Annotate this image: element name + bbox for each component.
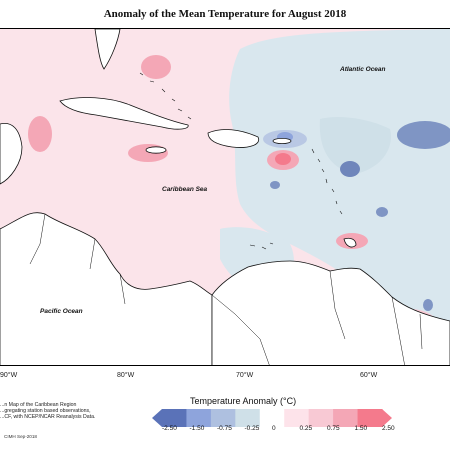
yucatan-peninsula	[0, 122, 23, 185]
map-title: Anomaly of the Mean Temperature for Augu…	[103, 8, 347, 20]
legend-swatch	[308, 409, 334, 427]
legend-swatch	[235, 409, 261, 427]
longitude-label-70w: 70°W	[236, 372, 254, 379]
legend-swatches	[162, 409, 383, 427]
legend-tick-label: 2.50	[382, 425, 395, 432]
legend-tick-label: 0	[272, 425, 276, 432]
lesser-antilles	[311, 148, 343, 215]
legend-swatch	[186, 409, 212, 427]
pacific-ocean-label: Pacific Ocean	[40, 308, 83, 315]
legend-arrow-left	[152, 409, 162, 427]
legend-arrow-right	[382, 409, 392, 427]
map-canvas: Atlantic Ocean Caribbean Sea Pacific Oce…	[0, 29, 450, 365]
atlantic-ocean-label: Atlantic Ocean	[339, 66, 386, 73]
legend-tick-label: 1.50	[354, 425, 368, 432]
strong-negative-anomaly-east	[397, 121, 450, 149]
legend-swatch	[333, 409, 359, 427]
negative-anomaly-small	[270, 181, 280, 189]
color-legend	[152, 409, 392, 427]
country-borders	[29, 213, 423, 365]
legend-swatch	[210, 409, 236, 427]
caribbean-sea-label: Caribbean Sea	[162, 186, 208, 193]
south-america	[211, 260, 450, 365]
legend-title: Temperature Anomaly (°C)	[190, 396, 297, 406]
hispaniola	[207, 129, 260, 148]
legend-swatch	[259, 409, 285, 427]
longitude-label-60w: 60°W	[360, 372, 378, 379]
legend-swatch	[162, 409, 187, 427]
legend-swatch	[357, 409, 383, 427]
strong-positive-anomaly-core	[275, 153, 291, 165]
positive-anomaly-bahamas	[141, 55, 171, 79]
legend-tick-label: -0.75	[217, 425, 232, 432]
positive-anomaly-cuba	[128, 144, 168, 162]
legend-tick-label: 0.25	[299, 425, 313, 432]
puerto-rico	[272, 138, 292, 145]
florida	[94, 29, 121, 70]
trinidad	[343, 237, 357, 248]
negative-anomaly-small	[376, 207, 388, 217]
legend-tick-label: -1.50	[189, 425, 205, 432]
map-description: ...n Map of the Caribbean Region ...greg…	[0, 402, 96, 421]
anomaly-map: Atlantic Ocean Caribbean Sea Pacific Oce…	[0, 28, 450, 366]
negative-anomaly-small	[423, 299, 433, 311]
bahamas-islands	[139, 72, 192, 120]
abc-islands	[249, 242, 274, 250]
longitude-label-80w: 80°W	[117, 372, 135, 379]
legend-swatch	[284, 409, 310, 427]
negative-anomaly-patch	[319, 117, 391, 174]
landmasses	[0, 29, 450, 365]
positive-anomaly-yucatan	[28, 116, 52, 152]
legend-tick-label: -0.25	[244, 425, 260, 432]
credit-text: CIMH Sep-2018	[4, 434, 37, 439]
legend-tick-label: -2.50	[162, 425, 177, 432]
negative-anomaly-atlantic	[229, 29, 450, 365]
legend-tick-label: 0.75	[327, 425, 340, 432]
longitude-label-90w: 90°W	[0, 372, 18, 379]
small-islands	[139, 72, 343, 250]
jamaica	[145, 146, 167, 154]
negative-anomaly-lesser-antilles	[340, 161, 360, 177]
cuba	[59, 97, 189, 130]
